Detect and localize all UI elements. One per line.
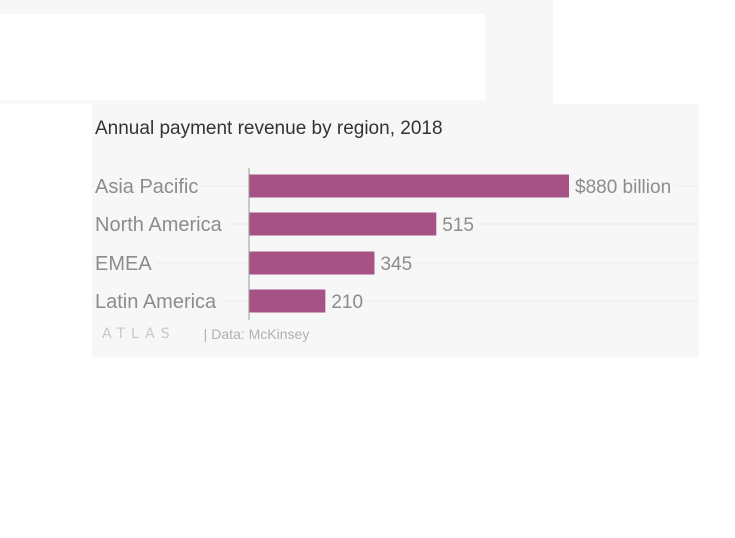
bar-chart-plot: Asia Pacific $880 billion North America 515… bbox=[92, 168, 699, 320]
category-label: Latin America bbox=[95, 291, 217, 313]
bar bbox=[249, 174, 569, 198]
label-backdrop bbox=[93, 291, 222, 313]
bar bbox=[249, 212, 437, 236]
value-label: 515 bbox=[442, 215, 474, 236]
source-text: Data: McKinsey bbox=[211, 326, 310, 342]
chart-footer: ATLAS | Data: McKinsey bbox=[102, 326, 309, 342]
label-backdrop bbox=[378, 254, 417, 275]
value-label: $880 billion bbox=[575, 177, 671, 198]
label-backdrop bbox=[440, 215, 478, 236]
label-backdrop bbox=[93, 214, 227, 236]
category-label: EMEA bbox=[95, 253, 152, 275]
source-separator: | bbox=[203, 326, 208, 342]
label-backdrop bbox=[329, 292, 368, 313]
chart-title: Annual payment revenue by region, 2018 bbox=[95, 118, 443, 139]
value-label: 345 bbox=[380, 254, 412, 275]
background-panel-inset bbox=[0, 14, 485, 100]
value-label: 210 bbox=[331, 292, 363, 313]
atlas-logo: ATLAS bbox=[102, 326, 176, 342]
category-label: North America bbox=[95, 214, 223, 236]
bar bbox=[249, 251, 375, 275]
category-label: Asia Pacific bbox=[95, 176, 198, 198]
label-backdrop bbox=[93, 253, 157, 275]
label-backdrop bbox=[573, 177, 676, 198]
bar bbox=[249, 289, 326, 313]
source-note: | Data: McKinsey bbox=[204, 326, 310, 342]
chart-card: Annual payment revenue by region, 2018 A… bbox=[92, 104, 699, 357]
label-backdrop bbox=[93, 176, 203, 198]
